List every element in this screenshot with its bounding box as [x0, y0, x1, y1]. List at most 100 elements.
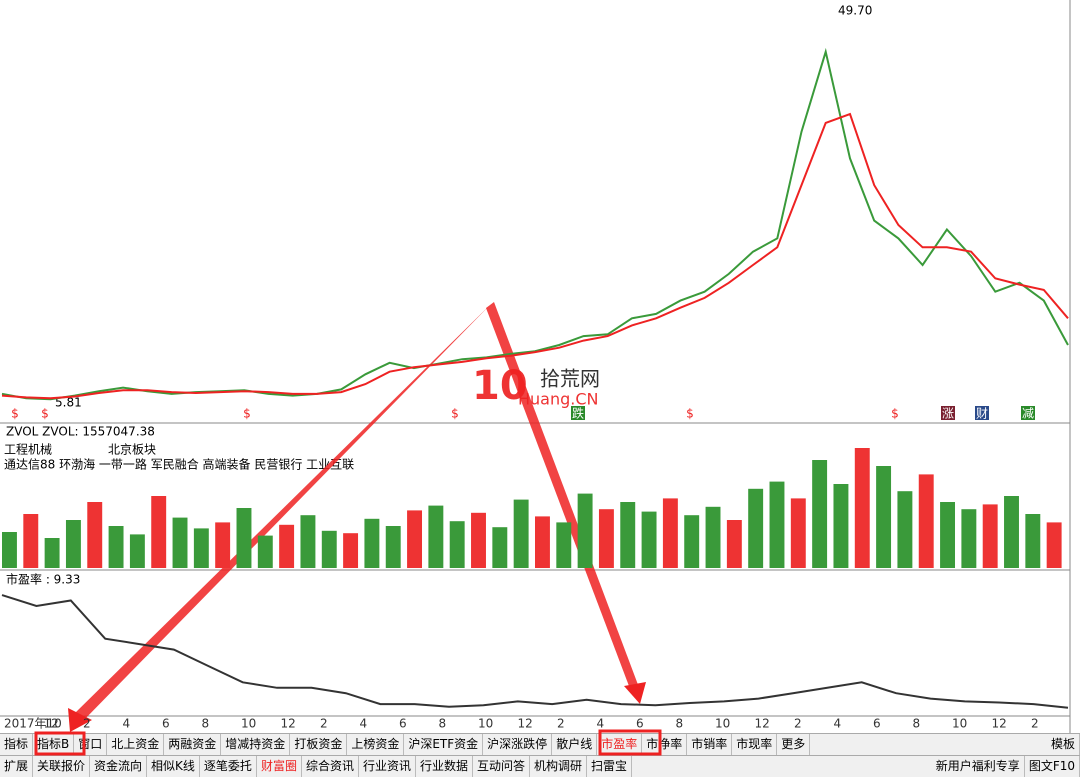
- volume-bar: [897, 491, 913, 568]
- tab[interactable]: 两融资金: [164, 734, 222, 755]
- x-tick-label: 2: [1031, 717, 1039, 731]
- tab[interactable]: 市盈率: [597, 734, 643, 755]
- volume-bar: [257, 535, 273, 568]
- ma-line: [1, 112, 1069, 400]
- tab[interactable]: 相似K线: [147, 756, 200, 777]
- event-box: [975, 406, 989, 420]
- x-tick-label: 10: [952, 717, 967, 731]
- volume-bar: [641, 511, 657, 568]
- tab[interactable]: 财富圈: [257, 756, 302, 777]
- watermark-site: Huang.CN: [518, 390, 599, 409]
- x-tick-label: 4: [123, 717, 131, 731]
- tab[interactable]: 打板资金: [290, 734, 348, 755]
- x-tick-label: 8: [439, 717, 447, 731]
- x-tick-label: 10: [478, 717, 493, 731]
- event-marker: $: [891, 407, 899, 421]
- tab[interactable]: 扫雷宝: [587, 756, 633, 777]
- tab[interactable]: 指标B: [33, 734, 75, 755]
- concepts: 通达信88 环渤海 一带一路 军民融合 高端装备 民营银行 工业互联: [4, 457, 354, 472]
- x-tick-label: 6: [162, 717, 170, 731]
- tab[interactable]: 散户线: [552, 734, 598, 755]
- panel-title: ZVOL ZVOL: 1557047.38: [6, 425, 155, 439]
- x-tick-label: 2017年10: [4, 717, 62, 731]
- event-marker: $: [686, 407, 694, 421]
- volume-bar: [876, 466, 892, 568]
- volume-bar: [556, 522, 572, 568]
- tab[interactable]: 行业数据: [416, 756, 473, 777]
- volume-bar: [513, 499, 529, 568]
- tab[interactable]: 逐笔委托: [200, 756, 257, 777]
- tab[interactable]: 沪深涨跌停: [483, 734, 553, 755]
- tab[interactable]: 增减持资金: [221, 734, 291, 755]
- volume-bar: [87, 502, 103, 568]
- volume-bar: [321, 530, 337, 568]
- tab[interactable]: 窗口: [74, 734, 108, 755]
- tab[interactable]: 指标: [0, 734, 34, 755]
- volume-bar: [854, 448, 870, 568]
- tab[interactable]: 机构调研: [530, 756, 588, 777]
- tab[interactable]: 新用户福利专享: [932, 756, 1025, 777]
- tab[interactable]: 扩展: [0, 756, 34, 777]
- event-marker: $: [451, 407, 459, 421]
- tab[interactable]: 更多: [777, 734, 811, 755]
- volume-bar: [790, 498, 806, 568]
- volume-bar: [471, 512, 486, 568]
- event-marker: $: [11, 407, 19, 421]
- high-label: 49.70: [838, 4, 872, 18]
- volume-bar: [940, 502, 956, 568]
- tab[interactable]: 市现率: [732, 734, 778, 755]
- volume-bar: [492, 527, 508, 568]
- tab[interactable]: 综合资讯: [302, 756, 359, 777]
- volume-bar: [385, 526, 401, 568]
- x-tick-label: 4: [834, 717, 842, 731]
- tab[interactable]: 市销率: [687, 734, 733, 755]
- arrow: [486, 302, 640, 694]
- volume-bar: [598, 509, 614, 568]
- volume-bar: [620, 502, 636, 568]
- x-tick-label: 4: [360, 717, 368, 731]
- volume-bar: [769, 481, 785, 568]
- tab[interactable]: 关联报价: [33, 756, 91, 777]
- volume-bar: [279, 524, 295, 568]
- arrowhead: [624, 682, 646, 704]
- x-tick-label: 12: [518, 717, 533, 731]
- tab[interactable]: 行业资讯: [359, 756, 416, 777]
- arrow: [74, 305, 490, 722]
- watermark-name: 拾荒网: [540, 367, 600, 391]
- tab-row: 指标 指标B 窗口 北上资金 两融资金 增减持资金 打板资金 上榜资金 沪深ETF资金 沪深涨跌停…: [0, 733, 1080, 755]
- tab-row: 扩展 关联报价 资金流向 相似K线 逐笔委托 财富圈 综合资讯 行业资讯 行业数据 互动问答 机构调…: [0, 755, 1080, 777]
- volume-bar: [65, 520, 81, 568]
- volume-bar: [1004, 496, 1019, 568]
- volume-bar: [726, 520, 742, 568]
- x-tick-label: 12: [44, 717, 59, 731]
- volume-bar: [982, 504, 998, 568]
- volume-bar: [684, 515, 700, 568]
- volume-bar: [705, 506, 721, 568]
- tab[interactable]: 沪深ETF资金: [404, 734, 484, 755]
- volume-bar: [129, 534, 145, 568]
- pe-line: [1, 594, 1069, 709]
- tab[interactable]: 模板: [1047, 734, 1080, 755]
- tab[interactable]: 上榜资金: [347, 734, 405, 755]
- volume-bar: [428, 505, 444, 568]
- x-tick-label: 12: [992, 717, 1007, 731]
- event-marker: 涨: [942, 406, 954, 421]
- tab[interactable]: 资金流向: [90, 756, 148, 777]
- volume-bar: [449, 521, 465, 568]
- x-tick-label: 6: [636, 717, 644, 731]
- event-box: [571, 406, 585, 420]
- panel-title: 市盈率 : 9.33: [6, 572, 80, 587]
- tab[interactable]: 互动问答: [473, 756, 531, 777]
- event-box: [1021, 406, 1035, 420]
- tab[interactable]: 北上资金: [107, 734, 165, 755]
- tab[interactable]: 图文F10: [1025, 756, 1080, 777]
- tab[interactable]: 市净率: [642, 734, 688, 755]
- volume-bar: [1025, 514, 1041, 568]
- volume-bar: [23, 514, 39, 568]
- volume-bar: [108, 526, 124, 568]
- region: 北京板块: [108, 443, 156, 457]
- volume-bar: [1046, 522, 1062, 568]
- event-box: [941, 406, 955, 420]
- volume-bar: [535, 516, 550, 568]
